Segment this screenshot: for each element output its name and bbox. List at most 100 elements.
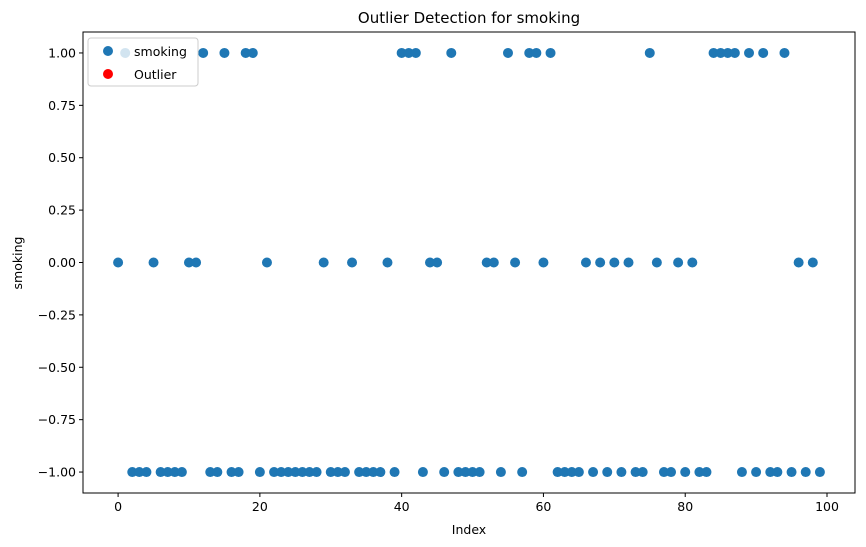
point-smoking <box>786 467 797 478</box>
point-smoking <box>127 467 138 478</box>
point-smoking <box>637 467 648 478</box>
y-tick-label: −0.25 <box>38 307 76 322</box>
point-smoking <box>552 467 563 478</box>
y-tick-label: −0.75 <box>38 412 76 427</box>
point-smoking <box>481 257 492 268</box>
point-smoking <box>297 467 308 478</box>
point-smoking <box>183 257 194 268</box>
legend-marker-smoking <box>103 46 113 56</box>
point-smoking <box>148 257 159 268</box>
point-smoking <box>162 467 173 478</box>
point-smoking <box>382 257 393 268</box>
point-smoking <box>559 467 570 478</box>
point-smoking <box>502 47 513 58</box>
point-smoking <box>524 47 535 58</box>
point-smoking <box>744 47 755 58</box>
legend-box <box>87 37 199 87</box>
point-smoking <box>460 467 471 478</box>
x-tick-label: 40 <box>394 499 410 514</box>
legend-label-smoking: smoking <box>134 44 187 59</box>
point-smoking <box>729 47 740 58</box>
point-smoking <box>155 467 166 478</box>
point-smoking <box>595 257 606 268</box>
point-smoking <box>368 467 379 478</box>
point-smoking <box>694 467 705 478</box>
point-smoking <box>269 467 280 478</box>
y-tick-label: 0.25 <box>48 203 76 218</box>
point-smoking <box>240 47 251 58</box>
point-smoking <box>439 467 450 478</box>
point-smoking <box>417 467 428 478</box>
point-smoking <box>354 467 365 478</box>
point-smoking <box>673 257 684 268</box>
point-smoking <box>623 257 634 268</box>
point-smoking <box>403 47 414 58</box>
point-smoking <box>772 467 783 478</box>
point-smoking <box>800 467 811 478</box>
point-smoking <box>715 47 726 58</box>
point-smoking <box>219 47 230 58</box>
x-tick-label: 80 <box>677 499 693 514</box>
point-smoking <box>531 47 542 58</box>
point-smoking <box>339 467 350 478</box>
x-tick-label: 0 <box>114 499 122 514</box>
point-smoking <box>347 257 358 268</box>
point-smoking <box>169 467 180 478</box>
point-smoking <box>538 257 549 268</box>
point-smoking <box>658 467 669 478</box>
point-smoking <box>495 467 506 478</box>
point-smoking <box>680 467 691 478</box>
point-smoking <box>247 47 258 58</box>
y-tick-label: −1.00 <box>38 465 76 480</box>
point-smoking <box>488 257 499 268</box>
y-tick-label: 0.75 <box>48 98 76 113</box>
point-smoking <box>510 257 521 268</box>
y-tick-label: 0.50 <box>48 150 76 165</box>
x-tick-label: 100 <box>815 499 839 514</box>
point-smoking <box>807 257 818 268</box>
point-smoking <box>311 467 322 478</box>
point-smoking <box>446 47 457 58</box>
point-smoking <box>616 467 627 478</box>
point-smoking <box>432 257 443 268</box>
point-smoking <box>389 467 400 478</box>
point-smoking <box>425 257 436 268</box>
point-smoking <box>751 467 762 478</box>
point-smoking <box>517 467 528 478</box>
y-tick-label: 1.00 <box>48 45 76 60</box>
legend-label-outlier: Outlier <box>134 67 177 82</box>
point-smoking <box>602 467 613 478</box>
point-smoking <box>651 257 662 268</box>
y-axis-label: smoking <box>10 237 25 290</box>
x-tick-label: 60 <box>535 499 551 514</box>
point-smoking <box>141 467 152 478</box>
y-tick-label: 0.00 <box>48 255 76 270</box>
point-smoking <box>261 257 272 268</box>
legend: smoking Outlier <box>87 37 199 87</box>
point-smoking <box>361 467 372 478</box>
point-smoking <box>722 47 733 58</box>
point-smoking <box>134 467 145 478</box>
point-smoking <box>474 467 485 478</box>
point-smoking <box>545 47 556 58</box>
x-tick-label: 20 <box>252 499 268 514</box>
point-smoking <box>701 467 712 478</box>
point-smoking <box>176 467 187 478</box>
point-smoking <box>290 467 301 478</box>
point-smoking <box>332 467 343 478</box>
point-smoking <box>205 467 216 478</box>
point-smoking <box>814 467 825 478</box>
point-smoking <box>666 467 677 478</box>
plot-area: 0 20 40 60 80 100 −1.00 −0.75 −0.50 −0.25 0.00 0.25… <box>38 31 856 514</box>
point-smoking <box>283 467 294 478</box>
point-smoking <box>588 467 599 478</box>
point-smoking <box>212 467 223 478</box>
point-smoking <box>644 47 655 58</box>
point-smoking <box>410 47 421 58</box>
point-smoking <box>198 47 209 58</box>
point-smoking <box>609 257 620 268</box>
point-smoking <box>304 467 315 478</box>
point-smoking <box>113 257 124 268</box>
point-smoking <box>573 467 584 478</box>
point-smoking <box>687 257 698 268</box>
